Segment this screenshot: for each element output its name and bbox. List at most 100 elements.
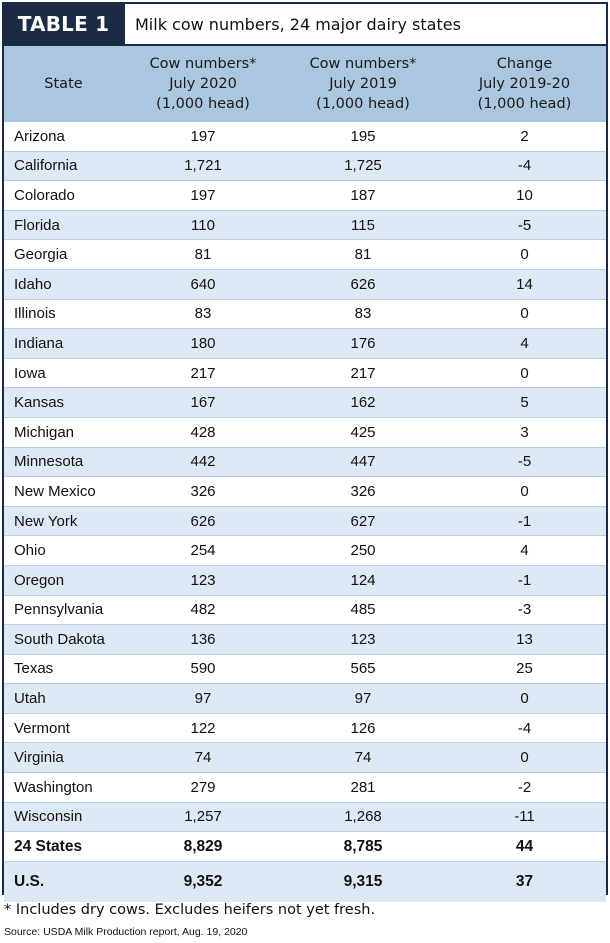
table-row: Washington 279 281 -2 xyxy=(4,773,606,803)
change-cell: 3 xyxy=(520,423,529,441)
july-2020-cell: 197 xyxy=(190,127,216,145)
state-cell: Minnesota xyxy=(14,453,84,471)
total-label-cell: U.S. xyxy=(14,873,45,891)
change-cell: -5 xyxy=(517,216,532,234)
july-2020-cell: 74 xyxy=(194,749,212,767)
july-2020-cell: 110 xyxy=(191,216,215,234)
july-2020-cell: 197 xyxy=(190,186,216,204)
july-2019-cell: 187 xyxy=(350,186,376,204)
table-row: New Mexico 326 326 0 xyxy=(4,477,606,507)
table-row: Michigan 428 425 3 xyxy=(4,417,606,448)
state-cell: Florida xyxy=(14,216,60,234)
column-header-state: State xyxy=(44,76,83,92)
column-header-change: Change July 2019-20 (1,000 head) xyxy=(477,56,572,112)
july-2019-cell: 176 xyxy=(350,334,376,352)
title-bar: TABLE 1 Milk cow numbers, 24 major dairy… xyxy=(4,4,606,46)
july-2019-cell: 425 xyxy=(350,423,376,441)
change-cell: 4 xyxy=(520,334,529,352)
state-cell: New York xyxy=(14,512,78,530)
state-cell: South Dakota xyxy=(14,630,105,648)
table-row: Vermont 122 126 -4 xyxy=(4,713,606,744)
state-cell: Kansas xyxy=(14,394,65,412)
column-header-july-2019: Cow numbers* July 2019 (1,000 head) xyxy=(309,56,417,112)
change-cell: 0 xyxy=(520,305,529,323)
change-cell: -11 xyxy=(514,808,535,826)
july-2019-cell: 126 xyxy=(350,719,376,737)
july-2019-cell: 83 xyxy=(354,305,372,323)
july-2020-cell: 122 xyxy=(190,719,216,737)
state-cell: Oregon xyxy=(14,571,65,589)
table-row: Virginia 74 74 0 xyxy=(4,743,606,774)
table-row: Colorado 197 187 10 xyxy=(4,181,606,211)
table-row: Florida 110 115 -5 xyxy=(4,210,606,241)
july-2019-cell: 81 xyxy=(354,246,372,264)
table-row: Iowa 217 217 0 xyxy=(4,358,606,389)
table-row: California 1,721 1,725 -4 xyxy=(4,151,606,182)
state-cell: Illinois xyxy=(14,305,56,323)
july-2019-cell: 565 xyxy=(350,660,376,678)
state-cell: Idaho xyxy=(14,275,52,293)
july-2019-cell: 74 xyxy=(354,749,372,767)
state-cell: Ohio xyxy=(14,542,46,560)
table-row: New York 626 627 -1 xyxy=(4,506,606,537)
july-2020-cell: 1,721 xyxy=(184,157,222,175)
column-header-july-2020: Cow numbers* July 2020 (1,000 head) xyxy=(149,56,257,112)
change-cell: 5 xyxy=(520,394,529,412)
state-cell: Vermont xyxy=(14,719,70,737)
table-row: Kansas 167 162 5 xyxy=(4,388,606,418)
state-cell: Georgia xyxy=(14,246,68,264)
source-note: Source: USDA Milk Production report, Aug… xyxy=(4,926,248,938)
change-cell: -1 xyxy=(517,571,532,589)
change-cell: 0 xyxy=(520,246,529,264)
july-2020-cell: 640 xyxy=(190,275,216,293)
change-cell: 0 xyxy=(520,364,529,382)
table-row: Ohio 254 250 4 xyxy=(4,536,606,566)
state-cell: Pennsylvania xyxy=(14,601,104,619)
july-2020-cell: 217 xyxy=(190,364,216,382)
total-change-cell: 37 xyxy=(515,873,534,891)
table-row: Minnesota 442 447 -5 xyxy=(4,447,606,478)
change-cell: -3 xyxy=(517,601,532,619)
table-body: Arizona 197 195 2 California 1,721 1,725 -4 Colo… xyxy=(4,122,606,833)
july-2020-cell: 167 xyxy=(190,394,216,412)
total-july-2019-cell: 9,315 xyxy=(343,873,383,891)
july-2020-cell: 81 xyxy=(194,246,212,264)
change-cell: -1 xyxy=(517,512,532,530)
july-2019-cell: 217 xyxy=(350,364,376,382)
change-cell: -4 xyxy=(517,719,532,737)
july-2020-cell: 1,257 xyxy=(184,808,222,826)
table-number-tag: TABLE 1 xyxy=(4,4,123,44)
july-2019-cell: 626 xyxy=(350,275,376,293)
july-2020-cell: 442 xyxy=(190,453,216,471)
change-cell: -2 xyxy=(517,778,532,796)
july-2020-cell: 428 xyxy=(190,423,216,441)
july-2020-cell: 254 xyxy=(190,542,216,560)
state-cell: Colorado xyxy=(14,186,75,204)
table-row: Georgia 81 81 0 xyxy=(4,240,606,270)
change-cell: 0 xyxy=(520,690,529,708)
table-title: Milk cow numbers, 24 major dairy states xyxy=(123,4,606,44)
july-2019-cell: 326 xyxy=(350,482,376,500)
july-2020-cell: 97 xyxy=(194,690,212,708)
table-row: Illinois 83 83 0 xyxy=(4,299,606,330)
total-july-2020-cell: 9,352 xyxy=(183,873,223,891)
table-row: Idaho 640 626 14 xyxy=(4,269,606,300)
july-2019-cell: 195 xyxy=(350,127,376,145)
table-row: Oregon 123 124 -1 xyxy=(4,565,606,596)
table-row: Indiana 180 176 4 xyxy=(4,329,606,359)
change-cell: 10 xyxy=(516,186,533,204)
july-2020-cell: 136 xyxy=(190,630,216,648)
table-row: Utah 97 97 0 xyxy=(4,684,606,714)
total-july-2019-cell: 8,785 xyxy=(343,837,383,855)
total-label-cell: 24 States xyxy=(14,837,83,855)
table-totals: 24 States 8,829 8,785 44 U.S. 9,352 9,315 37 xyxy=(4,832,606,903)
change-cell: -5 xyxy=(517,453,532,471)
state-cell: Indiana xyxy=(14,334,64,352)
july-2020-cell: 83 xyxy=(194,305,212,323)
footnote: * Includes dry cows. Excludes heifers no… xyxy=(4,902,376,918)
july-2020-cell: 279 xyxy=(190,778,216,796)
state-cell: California xyxy=(14,157,78,175)
july-2020-cell: 626 xyxy=(190,512,216,530)
change-cell: 0 xyxy=(520,482,529,500)
july-2019-cell: 115 xyxy=(351,216,375,234)
